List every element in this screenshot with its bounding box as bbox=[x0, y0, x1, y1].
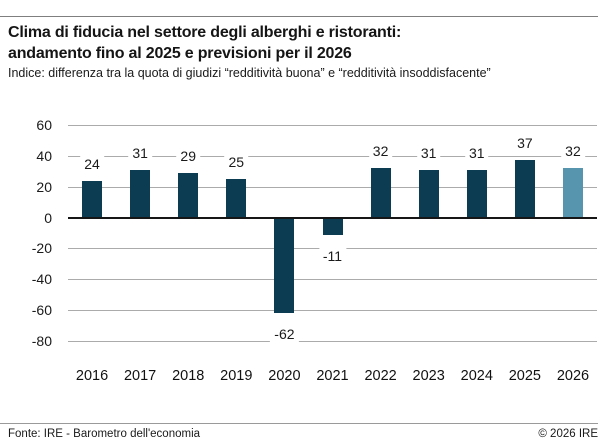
bar-value-label: -62 bbox=[270, 326, 299, 344]
y-axis-label: 20 bbox=[36, 178, 52, 195]
plot-area: 24 31 29 25 -62 -11 32 31 31 37 32 bbox=[68, 125, 597, 344]
gridline bbox=[68, 125, 597, 126]
y-axis-label: -40 bbox=[31, 271, 52, 288]
y-axis-label: -80 bbox=[31, 333, 52, 349]
bar-2022 bbox=[370, 168, 391, 218]
x-axis-label: 2017 bbox=[123, 368, 157, 384]
x-axis-label: 2026 bbox=[556, 368, 590, 384]
bar-2017 bbox=[130, 169, 151, 218]
x-axis-label: 2019 bbox=[220, 368, 253, 384]
chart-subtitle: Indice: differenza tra la quota di giudi… bbox=[8, 66, 491, 80]
top-divider bbox=[0, 16, 598, 17]
bar-value-label: 25 bbox=[224, 154, 249, 171]
source-note: Fonte: IRE - Barometro dell'economia bbox=[8, 428, 201, 440]
chart-title-line2: andamento fino al 2025 e previsioni per … bbox=[8, 45, 352, 62]
bar-value-label: 37 bbox=[513, 135, 537, 153]
bar-2024 bbox=[466, 169, 487, 218]
x-axis-label: 2024 bbox=[460, 368, 493, 384]
bar-2019 bbox=[226, 179, 247, 218]
x-axis-label: 2020 bbox=[268, 368, 301, 384]
bar-2016 bbox=[82, 180, 103, 218]
y-axis-label: 60 bbox=[36, 117, 52, 133]
x-axis-label: 2023 bbox=[412, 368, 445, 384]
x-axis-label: 2021 bbox=[316, 368, 349, 384]
bar-value-label: 31 bbox=[464, 144, 489, 162]
bar-2023 bbox=[418, 169, 439, 218]
chart-title: Clima di fiducia nel settore degli alber… bbox=[8, 22, 401, 64]
bar-value-label: -11 bbox=[318, 247, 347, 265]
bar-2025 bbox=[514, 160, 535, 218]
x-axis-label: 2022 bbox=[364, 368, 397, 384]
gridline bbox=[68, 187, 597, 188]
bar-value-label: 29 bbox=[176, 147, 201, 165]
copyright-note: © 2026 IRE bbox=[538, 428, 598, 440]
y-axis-label: 0 bbox=[44, 209, 52, 226]
gridline bbox=[68, 156, 597, 157]
x-axis-label: 2018 bbox=[172, 368, 205, 384]
bar-value-label: 24 bbox=[80, 155, 104, 173]
bar-2020 bbox=[274, 217, 295, 314]
bar-value-label: 31 bbox=[128, 144, 152, 162]
y-axis-label: 40 bbox=[36, 147, 52, 164]
zero-axis-line bbox=[68, 216, 597, 219]
gridline bbox=[68, 310, 597, 311]
bar-value-label: 32 bbox=[561, 143, 585, 161]
y-axis-label: -60 bbox=[31, 302, 52, 319]
gridline bbox=[68, 279, 597, 280]
bar-2018 bbox=[178, 172, 199, 218]
y-axis-label: -20 bbox=[31, 240, 52, 257]
bar-2021 bbox=[322, 217, 343, 235]
x-axis-label: 2025 bbox=[508, 368, 541, 384]
gridline bbox=[68, 341, 597, 342]
chart-title-line1: Clima di fiducia nel settore degli alber… bbox=[8, 24, 402, 41]
bar-value-label: 32 bbox=[368, 143, 393, 161]
x-axis-label: 2016 bbox=[75, 368, 109, 384]
bar-2026 bbox=[562, 168, 583, 218]
footer-divider bbox=[0, 423, 598, 424]
bar-value-label: 31 bbox=[416, 144, 441, 162]
